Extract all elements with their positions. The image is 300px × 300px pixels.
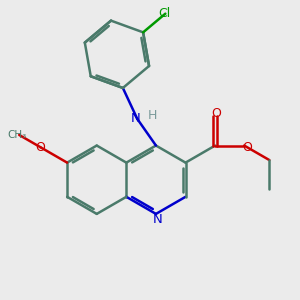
Text: CH₃: CH₃ — [7, 130, 26, 140]
Text: O: O — [242, 140, 252, 154]
Text: Cl: Cl — [158, 7, 170, 20]
Text: H: H — [148, 110, 158, 122]
Text: O: O — [36, 141, 45, 154]
Text: N: N — [153, 213, 162, 226]
Text: N: N — [131, 112, 141, 125]
Text: O: O — [212, 107, 222, 120]
